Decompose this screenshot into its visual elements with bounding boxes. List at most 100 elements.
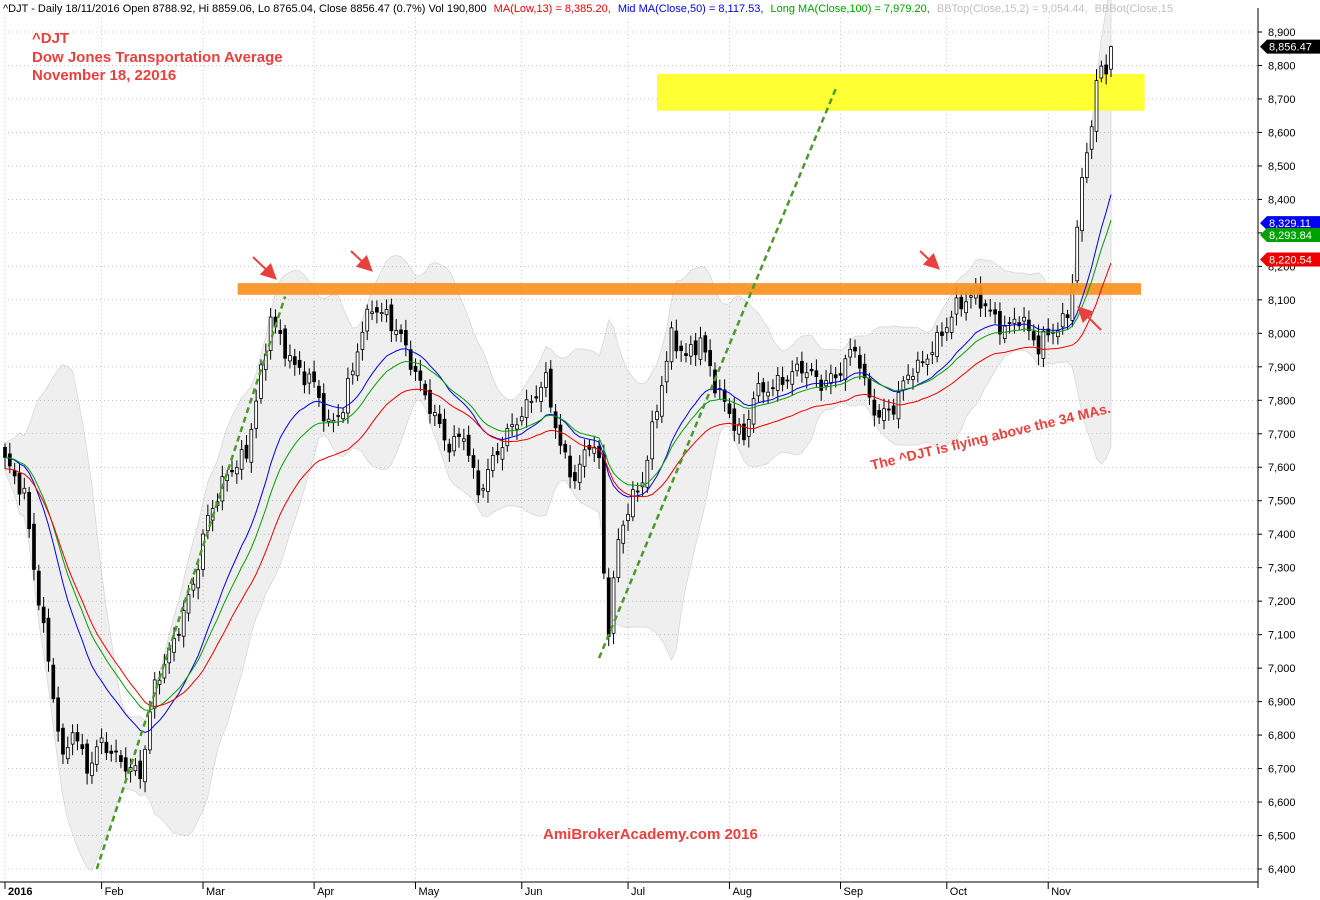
- candle-down: [317, 385, 321, 398]
- candle-down: [302, 371, 307, 386]
- annotation-arrow: [1077, 306, 1102, 331]
- price-tag: 8,329.11: [1260, 216, 1320, 231]
- candle-down: [684, 353, 688, 356]
- price-tag-label: 8,856.47: [1269, 42, 1312, 54]
- x-tick-label: Jun: [525, 886, 543, 898]
- candle-up: [500, 447, 505, 460]
- candle-up: [432, 412, 437, 417]
- candle-down: [56, 697, 60, 732]
- candle-up: [964, 301, 968, 314]
- price-tag-box: [1260, 216, 1320, 231]
- candle-up: [365, 308, 370, 332]
- candle-up: [1056, 330, 1060, 338]
- candle-up: [70, 732, 75, 745]
- candle-up: [930, 352, 935, 355]
- candle-down: [36, 570, 41, 606]
- price-tag: 8,293.84: [1260, 227, 1320, 242]
- candle-up: [529, 400, 534, 403]
- ma-long-line: [4, 219, 1112, 711]
- candle-down: [408, 349, 413, 370]
- y-tick-label: 6,400: [1268, 864, 1296, 876]
- candle-up: [481, 488, 485, 491]
- candle-up: [234, 467, 239, 475]
- candle-up: [631, 489, 635, 518]
- candle-up: [582, 449, 587, 467]
- candle-up: [331, 419, 336, 423]
- annotation-name: Dow Jones Transportation Average: [32, 49, 283, 66]
- candle-up: [486, 469, 490, 492]
- candle-down: [679, 345, 684, 351]
- y-tick-label: 6,500: [1268, 831, 1296, 843]
- candle-up: [1109, 46, 1113, 70]
- candle-up: [341, 412, 345, 420]
- candle-up: [949, 316, 954, 333]
- candle-up: [355, 351, 360, 377]
- candle-down: [442, 418, 447, 441]
- trendline-1: [95, 296, 287, 870]
- candle-down: [877, 410, 882, 418]
- candle-up: [505, 428, 510, 447]
- header-ma-long: Long MA(Close,100) = 7,979.20,: [771, 3, 930, 15]
- candle-down: [61, 727, 65, 755]
- candle-down: [1031, 331, 1036, 341]
- candle-up: [191, 583, 196, 591]
- x-tick-label: May: [419, 886, 440, 898]
- candle-up: [1099, 65, 1104, 79]
- y-tick-label: 8,400: [1268, 194, 1296, 206]
- candle-up: [196, 569, 201, 589]
- candle-down: [1104, 64, 1109, 75]
- grid: [4, 18, 1258, 882]
- candle-up: [205, 515, 210, 532]
- candle-up: [804, 372, 809, 379]
- candle-down: [853, 346, 857, 352]
- candle-up: [519, 416, 524, 422]
- candle-up: [621, 524, 626, 544]
- y-tick-label: 8,800: [1268, 60, 1296, 72]
- y-tick-label: 6,600: [1268, 797, 1296, 809]
- candle-down: [7, 453, 12, 467]
- candle-down: [800, 361, 804, 374]
- candle-up: [829, 373, 833, 384]
- candle-down: [471, 455, 476, 468]
- y-tick-label: 7,100: [1268, 630, 1296, 642]
- x-tick-label: Oct: [950, 886, 967, 898]
- candle-down: [761, 382, 766, 393]
- candle-down: [1065, 314, 1070, 319]
- candle-down: [399, 329, 403, 334]
- candle-up: [737, 423, 741, 435]
- chart-header: ^DJT - Daily 18/11/2016 Open 8788.92, Hi…: [3, 3, 1173, 15]
- candle-down: [104, 741, 109, 754]
- candle-up: [1041, 330, 1046, 359]
- candle-down: [771, 387, 775, 390]
- candle-up: [896, 391, 901, 420]
- candle-down: [872, 399, 877, 416]
- candle-up: [490, 455, 495, 471]
- y-tick-label: 8,900: [1268, 27, 1296, 39]
- candle-down: [321, 393, 326, 422]
- y-tick-label: 8,500: [1268, 161, 1296, 173]
- y-tick-label: 8,700: [1268, 94, 1296, 106]
- y-tick-label: 7,400: [1268, 529, 1296, 541]
- y-tick-label: 6,700: [1268, 764, 1296, 776]
- moving-averages: [4, 194, 1112, 733]
- candle-up: [1094, 80, 1099, 132]
- candle-up: [336, 415, 341, 417]
- x-tick-label: Aug: [732, 886, 752, 898]
- candle-up: [911, 376, 915, 380]
- candle-up: [510, 424, 514, 428]
- candle-down: [437, 413, 442, 425]
- header-symbol-line: ^DJT - Daily 18/11/2016 Open 8788.92, Hi…: [3, 3, 487, 15]
- candle-down: [41, 606, 46, 624]
- candle-up: [288, 355, 292, 362]
- candle-down: [568, 455, 572, 478]
- candle-up: [394, 330, 399, 335]
- candle-up: [157, 679, 162, 685]
- y-tick-label: 8,600: [1268, 127, 1296, 139]
- candle-down: [674, 330, 679, 352]
- candle-down: [597, 446, 601, 459]
- price-tag-label: 8,329.11: [1269, 218, 1311, 230]
- header-ma-mid: Mid MA(Close,50) = 8,117.53,: [618, 3, 764, 15]
- candle-down: [838, 373, 843, 376]
- candle-up: [544, 372, 548, 388]
- x-tick-label: Sep: [844, 886, 864, 898]
